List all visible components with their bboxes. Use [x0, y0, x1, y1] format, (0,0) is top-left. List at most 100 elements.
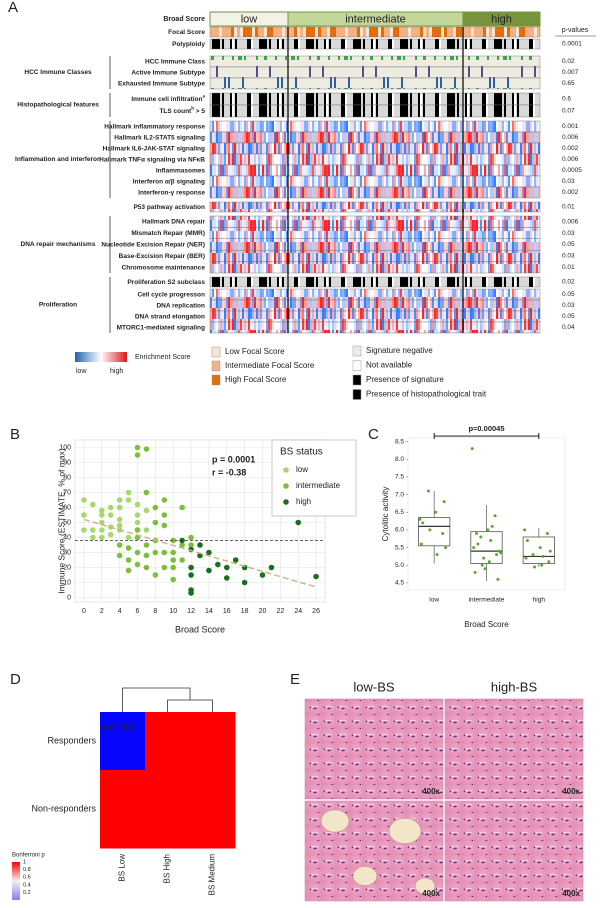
group-label: HCC Immune Classes [24, 69, 92, 76]
point [134, 452, 141, 458]
row-label-text: Hallmark inflammatory response [104, 123, 205, 130]
row-label: Nucleotide Excision Repair (NER) [101, 241, 205, 248]
row-label: Exhausted Immune Subtype [118, 80, 205, 87]
heatmap-row [209, 288, 541, 301]
broad-score-group [462, 11, 541, 27]
point [490, 524, 494, 528]
point [179, 542, 185, 548]
point [152, 549, 159, 556]
point [134, 527, 141, 533]
row-label: Polyploidy [172, 41, 205, 48]
point [161, 497, 168, 503]
legend-marker [283, 499, 289, 505]
legend-swatch [352, 345, 362, 357]
x-tick-label: 16 [223, 608, 231, 615]
point [98, 534, 105, 541]
p-value: 0.03 [562, 230, 575, 237]
row-label-text: DNA replication [156, 302, 205, 309]
point [541, 554, 545, 558]
x-tick-label: 6 [136, 608, 140, 615]
legend-swatch [352, 374, 362, 386]
broad-score-label: high [491, 13, 512, 25]
point [116, 504, 123, 511]
y-tick-label: 6.5 [395, 509, 404, 516]
p-values-header: p-values [562, 27, 589, 34]
point [161, 564, 168, 571]
colorbar-tick-label: 0.6 [23, 875, 31, 881]
point [540, 563, 544, 567]
value-label: p=0.012 [101, 722, 134, 732]
point [125, 545, 132, 551]
heatmap-row [209, 299, 541, 312]
heatmap-row [209, 249, 541, 262]
y-tick-label: 90 [63, 459, 71, 466]
point [533, 565, 537, 569]
point [107, 504, 114, 511]
colorbar-tick-label: 1 [23, 859, 26, 865]
row-label-text: Proliferation S2 subclass [127, 279, 205, 286]
point [125, 567, 132, 574]
point [441, 531, 445, 535]
x-axis-label: Broad Score [175, 624, 225, 634]
y-tick-label: 100 [59, 444, 71, 451]
row-label-text: Cell cycle progresson [137, 291, 205, 298]
heatmap-row [209, 201, 541, 213]
annotation: r = -0.38 [212, 467, 246, 477]
y-tick-label: 8.0 [395, 456, 404, 463]
point [134, 501, 141, 508]
p-value: 0.02 [562, 279, 575, 286]
p-value: 0.02 [562, 58, 575, 65]
x-axis-label: Broad Score [464, 620, 509, 629]
point [206, 549, 212, 556]
legend-swatch [211, 360, 221, 372]
point [444, 546, 448, 550]
row-label-text: Hallmark IL2-STAT5 signaling [114, 134, 205, 141]
heatmap-row [209, 321, 541, 334]
x-tick-label: 14 [205, 608, 213, 615]
box [470, 531, 503, 564]
row-label: Chromosome maintenance [122, 264, 206, 271]
p-value: 0.65 [562, 80, 575, 87]
legend-label: low [76, 368, 87, 375]
point [152, 519, 159, 526]
row-label-text: Active Immune Subtype [131, 69, 205, 76]
point [116, 542, 123, 548]
broad-score-label: low [241, 13, 258, 25]
row-label: Hallmark DNA repair [142, 218, 205, 225]
point [223, 564, 230, 571]
p-value: 0.01 [562, 204, 575, 211]
point [426, 489, 430, 493]
legend-label: Presence of histopathological trait [366, 390, 487, 399]
row-label: Proliferation S2 subclass [127, 279, 205, 286]
legend-label: Intermediate Focal Score [225, 361, 315, 370]
point [188, 572, 194, 578]
row-label: Broad Score [163, 16, 205, 23]
point [134, 512, 141, 518]
row-label: Base-Excision Repair (BER) [119, 253, 205, 260]
point [170, 557, 177, 563]
gland [352, 866, 378, 887]
row-label: Active Immune Subtype [131, 69, 205, 76]
point [538, 546, 542, 550]
x-tick-label: 18 [241, 608, 249, 615]
point [107, 512, 114, 518]
point [116, 552, 123, 559]
row-label-text: Hallmark DNA repair [142, 218, 205, 225]
heatmap-row [209, 66, 541, 79]
heatmap-row [209, 310, 541, 323]
row-label: P53 pathway activation [133, 204, 205, 211]
point [223, 575, 230, 581]
legend-label: Low Focal Score [225, 347, 285, 356]
point [143, 542, 150, 548]
legend-label: low [296, 465, 308, 474]
panel-label: A [8, 0, 18, 16]
heatmap-row [209, 26, 541, 38]
point [98, 512, 105, 518]
row-label-text: Focal Score [168, 29, 205, 36]
point [125, 557, 132, 563]
point [134, 519, 141, 526]
point [428, 528, 432, 532]
gland [388, 817, 422, 845]
x-tick-label: 8 [153, 608, 157, 615]
point [188, 534, 194, 541]
